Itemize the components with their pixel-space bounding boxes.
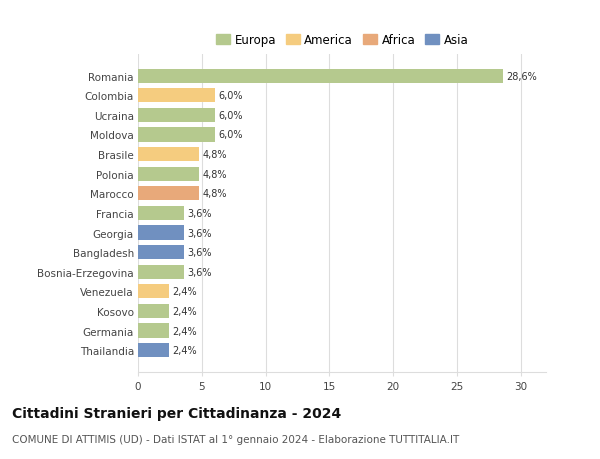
Legend: Europa, America, Africa, Asia: Europa, America, Africa, Asia bbox=[211, 29, 473, 52]
Bar bbox=[138, 109, 215, 123]
Text: 6,0%: 6,0% bbox=[218, 111, 243, 121]
Bar bbox=[138, 187, 199, 201]
Text: 28,6%: 28,6% bbox=[506, 72, 537, 82]
Text: 3,6%: 3,6% bbox=[188, 208, 212, 218]
Text: 4,8%: 4,8% bbox=[203, 150, 227, 160]
Bar bbox=[138, 226, 184, 240]
Text: 2,4%: 2,4% bbox=[172, 306, 197, 316]
Text: 2,4%: 2,4% bbox=[172, 345, 197, 355]
Text: 4,8%: 4,8% bbox=[203, 189, 227, 199]
Text: 2,4%: 2,4% bbox=[172, 287, 197, 297]
Bar bbox=[138, 285, 169, 299]
Text: 3,6%: 3,6% bbox=[188, 228, 212, 238]
Text: COMUNE DI ATTIMIS (UD) - Dati ISTAT al 1° gennaio 2024 - Elaborazione TUTTITALIA: COMUNE DI ATTIMIS (UD) - Dati ISTAT al 1… bbox=[12, 434, 459, 444]
Text: 6,0%: 6,0% bbox=[218, 130, 243, 140]
Bar bbox=[138, 265, 184, 279]
Bar bbox=[138, 167, 199, 181]
Text: 3,6%: 3,6% bbox=[188, 267, 212, 277]
Bar bbox=[138, 69, 503, 84]
Bar bbox=[138, 207, 184, 220]
Text: 2,4%: 2,4% bbox=[172, 326, 197, 336]
Bar bbox=[138, 246, 184, 260]
Bar bbox=[138, 148, 199, 162]
Bar bbox=[138, 343, 169, 358]
Bar bbox=[138, 304, 169, 318]
Text: 6,0%: 6,0% bbox=[218, 91, 243, 101]
Bar bbox=[138, 89, 215, 103]
Text: Cittadini Stranieri per Cittadinanza - 2024: Cittadini Stranieri per Cittadinanza - 2… bbox=[12, 406, 341, 420]
Bar bbox=[138, 128, 215, 142]
Text: 3,6%: 3,6% bbox=[188, 247, 212, 257]
Bar bbox=[138, 324, 169, 338]
Text: 4,8%: 4,8% bbox=[203, 169, 227, 179]
